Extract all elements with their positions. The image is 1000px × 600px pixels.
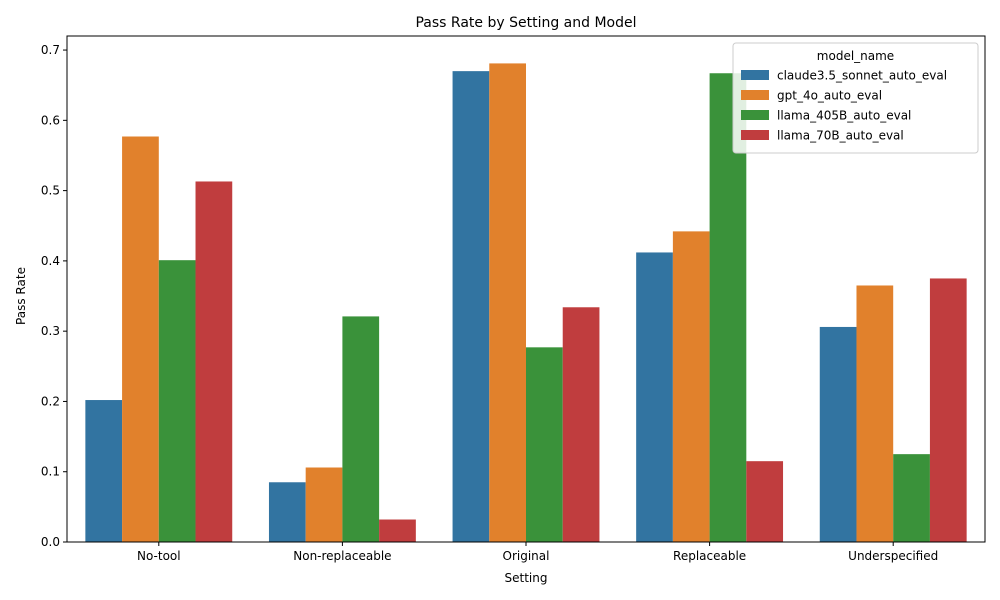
y-tick-label: 0.3 [41,324,60,338]
legend-swatch-llama_405B_auto_eval [741,110,769,120]
bar-llama_405B_auto_eval-Underspecified [893,454,930,542]
legend: model_name claude3.5_sonnet_auto_eval gpt_… [732,42,979,154]
bar-claude3.5_sonnet_auto_eval-Original [452,71,490,542]
legend-label-llama_405B_auto_eval: llama_405B_auto_eval [777,109,911,123]
x-tick-label: No-tool [137,549,181,563]
x-tick-label: Underspecified [848,549,938,563]
bar-gpt_4o_auto_eval-Original [489,63,526,543]
legend-label-claude3.5_sonnet_auto_eval: claude3.5_sonnet_auto_eval [777,69,947,83]
bar-llama_70B_auto_eval-No-tool [195,181,233,542]
bar-gpt_4o_auto_eval-Non-replaceable [305,467,343,542]
bar-llama_70B_auto_eval-Non-replaceable [379,519,416,542]
bar-claude3.5_sonnet_auto_eval-Non-replaceable [268,482,306,542]
x-tick-label: Original [503,549,550,563]
y-tick-label: 0.1 [41,465,60,479]
bar-llama_70B_auto_eval-Original [562,307,600,542]
legend-label-gpt_4o_auto_eval: gpt_4o_auto_eval [777,89,882,103]
legend-box [732,42,979,154]
legend-swatch-gpt_4o_auto_eval [741,90,769,100]
axes-layer: 0.0 0.1 0.2 0.3 0.4 0.5 0.6 0.7 No-tool Non-repla… [41,35,986,563]
bar-claude3.5_sonnet_auto_eval-Underspecified [819,326,857,542]
legend-swatch-claude3.5_sonnet_auto_eval [741,70,769,80]
x-axis-label: Setting [505,571,548,585]
chart-title: Pass Rate by Setting and Model [415,15,636,31]
bar-llama_70B_auto_eval-Replaceable [746,461,784,542]
y-tick-label: 0.0 [41,535,60,549]
y-tick-label: 0.6 [41,113,60,127]
bar-llama_405B_auto_eval-Original [526,347,563,542]
y-axis-label: Pass Rate [14,267,28,325]
bar-claude3.5_sonnet_auto_eval-No-tool [85,400,123,542]
bar-claude3.5_sonnet_auto_eval-Replaceable [636,252,673,542]
legend-title: model_name [817,49,894,63]
y-tick-label: 0.7 [41,43,60,57]
x-tick-label: Non-replaceable [293,549,391,563]
y-tick-label: 0.2 [41,394,60,408]
legend-label-llama_70B_auto_eval: llama_70B_auto_eval [777,129,904,143]
y-tick-label: 0.5 [41,184,60,198]
bar-llama_405B_auto_eval-Non-replaceable [342,316,380,542]
x-tick-label: Replaceable [673,549,746,563]
bar-gpt_4o_auto_eval-Underspecified [856,285,894,542]
y-tick-label: 0.4 [41,254,60,268]
bars-layer [85,63,967,543]
bar-gpt_4o_auto_eval-No-tool [122,136,159,542]
bar-llama_405B_auto_eval-No-tool [158,260,196,542]
bar-llama_70B_auto_eval-Underspecified [929,278,967,542]
legend-swatch-llama_70B_auto_eval [741,130,769,140]
bar-gpt_4o_auto_eval-Replaceable [672,231,710,542]
